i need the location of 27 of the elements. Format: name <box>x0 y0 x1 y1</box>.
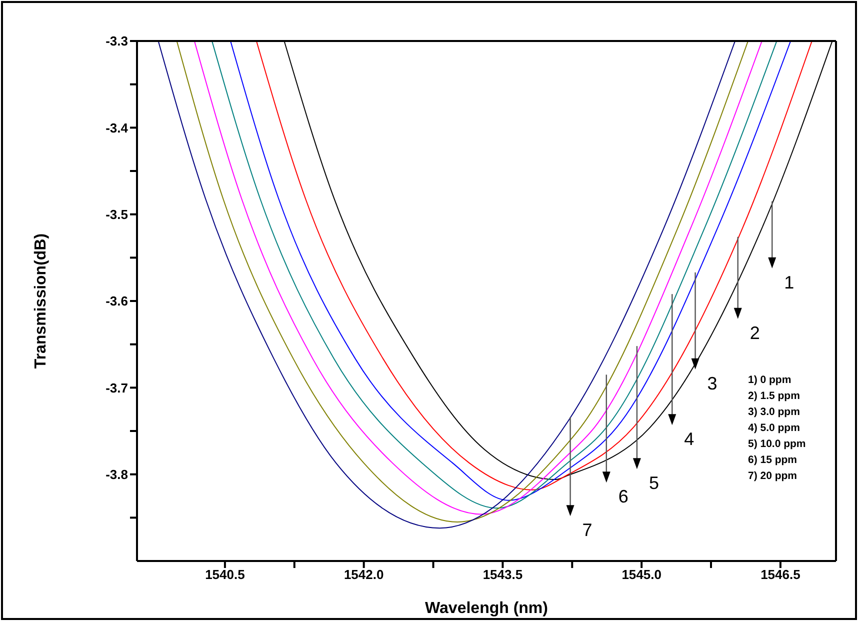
y-tick-label: -3.5 <box>106 206 128 222</box>
x-tick-label: 1542.0 <box>344 567 384 582</box>
x-tick-label: 1545.0 <box>622 567 662 582</box>
annotation: 6 <box>618 486 628 507</box>
y-tick-label: -3.6 <box>106 294 128 309</box>
annotation: 5) 10.0 ppm <box>748 438 806 450</box>
annotation: 3) 3.0 ppm <box>748 406 800 418</box>
y-tick-label: -3.7 <box>106 380 128 396</box>
y-tick-label: -3.8 <box>106 466 128 482</box>
x-tick-label: 1543.5 <box>482 567 523 582</box>
annotation: 1) 0 ppm <box>748 374 792 386</box>
annotation: 6) 15 ppm <box>748 454 798 466</box>
annotation: 4) 5.0 ppm <box>748 422 800 434</box>
x-tick-label: 1546.5 <box>760 567 800 582</box>
annotation: 4 <box>684 429 694 450</box>
y-tick-label: -3.4 <box>106 120 129 136</box>
annotation: 7 <box>582 520 592 540</box>
annotation: 1 <box>784 272 794 292</box>
annotation: 5 <box>648 473 659 494</box>
y-tick-label: -3.3 <box>106 34 128 49</box>
annotation: 2 <box>750 322 760 343</box>
annotation: 3 <box>707 373 718 394</box>
x-tick-label: 1540.5 <box>205 567 245 582</box>
y-axis-title: Transmission(dB) <box>32 233 50 369</box>
x-axis-title: Wavelengh (nm) <box>425 600 548 617</box>
annotation: 2) 1.5 ppm <box>748 390 800 402</box>
annotation: 7) 20 ppm <box>748 470 798 482</box>
